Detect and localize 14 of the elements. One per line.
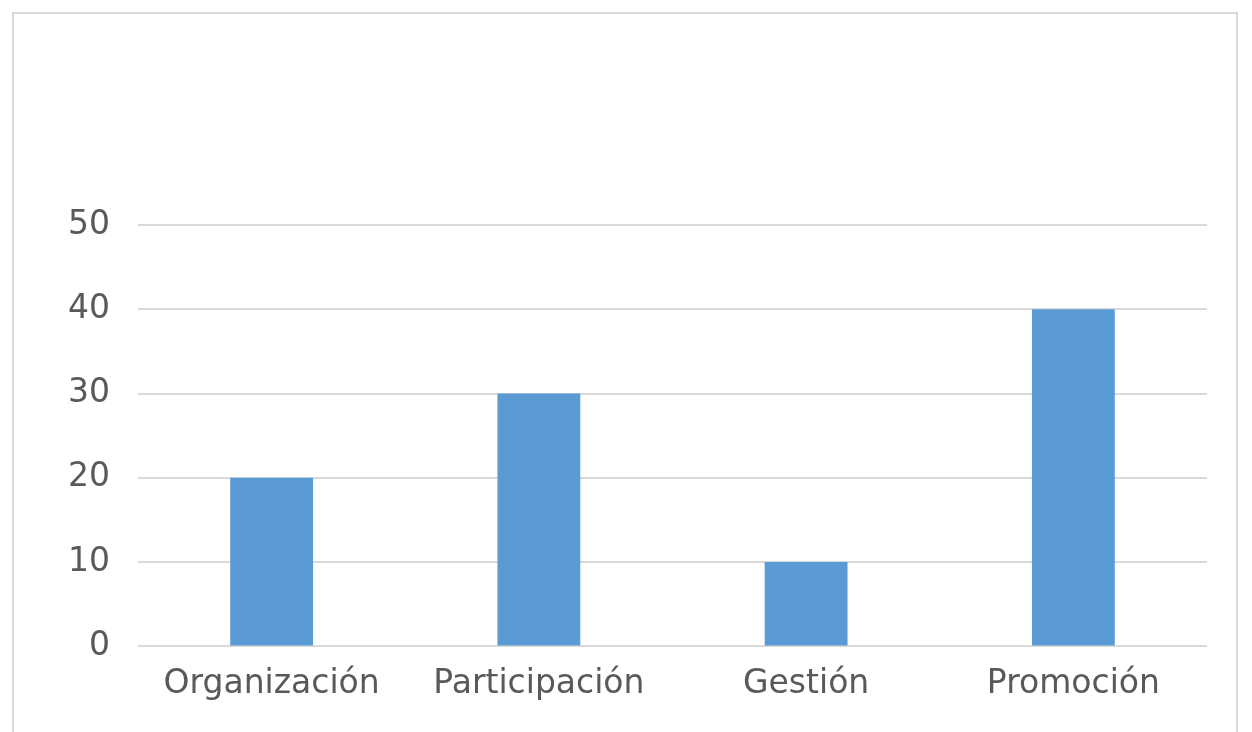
y-tick-label: 40: [67, 286, 110, 326]
x-tick-label: Participación: [433, 661, 645, 701]
x-tick-label: Gestión: [742, 661, 870, 701]
y-tick-label: 50: [67, 202, 110, 242]
bar: [1031, 309, 1115, 646]
bar: [764, 562, 848, 646]
y-tick-label: 20: [67, 455, 110, 495]
y-tick-label: 30: [67, 371, 110, 411]
x-tick-label: Promoción: [986, 661, 1160, 701]
y-tick-label: 10: [67, 539, 110, 579]
bar: [230, 477, 314, 646]
x-tick-label: Organización: [163, 661, 380, 701]
bar: [497, 393, 581, 646]
y-tick-label: 0: [88, 623, 110, 663]
